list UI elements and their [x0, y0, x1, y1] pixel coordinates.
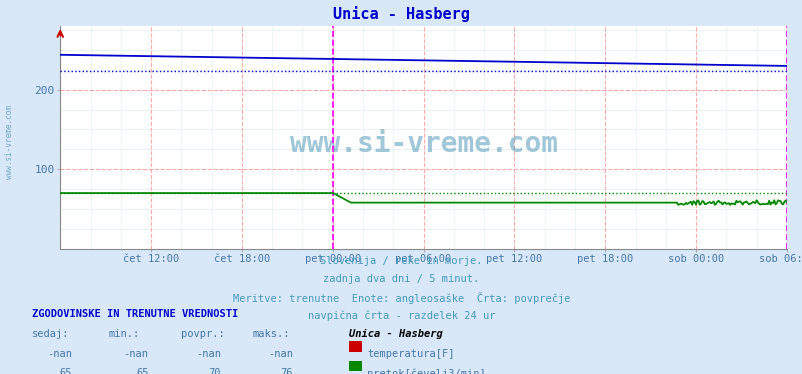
Text: sedaj:: sedaj:	[32, 329, 70, 339]
Text: -nan: -nan	[124, 349, 148, 359]
Text: -nan: -nan	[47, 349, 72, 359]
Text: min.:: min.:	[108, 329, 140, 339]
Text: www.si-vreme.com: www.si-vreme.com	[290, 130, 557, 158]
Text: navpična črta - razdelek 24 ur: navpična črta - razdelek 24 ur	[307, 310, 495, 321]
Text: Slovenija / reke in morje.: Slovenija / reke in morje.	[320, 256, 482, 266]
Text: 76: 76	[280, 368, 293, 374]
Text: Unica - Hasberg: Unica - Hasberg	[349, 329, 443, 339]
Text: -nan: -nan	[268, 349, 293, 359]
Text: 70: 70	[208, 368, 221, 374]
Text: povpr.:: povpr.:	[180, 329, 224, 339]
Text: Unica - Hasberg: Unica - Hasberg	[333, 6, 469, 22]
Text: zadnja dva dni / 5 minut.: zadnja dva dni / 5 minut.	[323, 274, 479, 284]
Text: www.si-vreme.com: www.si-vreme.com	[5, 105, 14, 179]
Text: pretok[čevelj3/min]: pretok[čevelj3/min]	[367, 368, 485, 374]
Text: -nan: -nan	[196, 349, 221, 359]
Text: maks.:: maks.:	[253, 329, 290, 339]
Text: ZGODOVINSKE IN TRENUTNE VREDNOSTI: ZGODOVINSKE IN TRENUTNE VREDNOSTI	[32, 309, 238, 319]
Text: Meritve: trenutne  Enote: angleosaške  Črta: povprečje: Meritve: trenutne Enote: angleosaške Črt…	[233, 292, 569, 304]
Text: 65: 65	[59, 368, 72, 374]
Text: 65: 65	[136, 368, 148, 374]
Text: temperatura[F]: temperatura[F]	[367, 349, 454, 359]
